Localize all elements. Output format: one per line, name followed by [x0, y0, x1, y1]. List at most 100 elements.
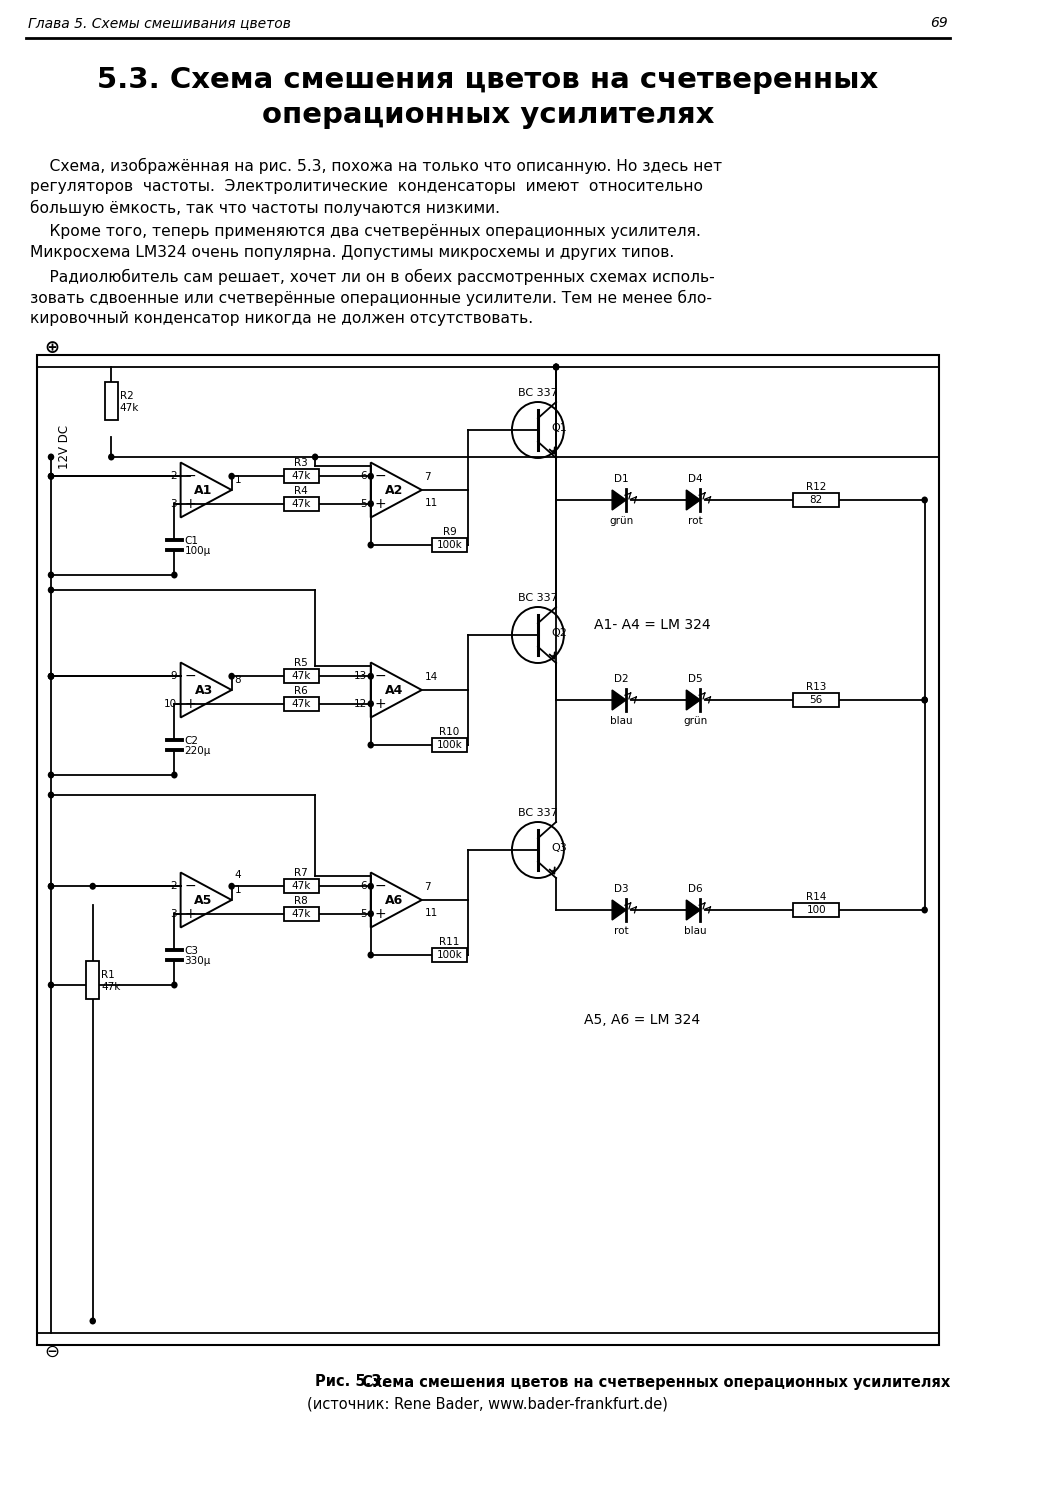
Text: 47k: 47k	[291, 699, 311, 709]
Text: 8: 8	[235, 675, 241, 686]
Text: −: −	[375, 669, 386, 684]
Circle shape	[367, 951, 375, 958]
Text: 4: 4	[235, 870, 241, 880]
Text: 100μ: 100μ	[184, 546, 210, 556]
Circle shape	[47, 672, 55, 680]
Text: 100k: 100k	[437, 740, 463, 750]
Text: 3: 3	[170, 909, 177, 918]
Text: 11: 11	[425, 908, 438, 918]
Text: 47k: 47k	[120, 404, 139, 412]
Text: 12: 12	[353, 699, 367, 709]
Text: Микросхема LM324 очень популярна. Допустимы микросхемы и других типов.: Микросхема LM324 очень популярна. Допуст…	[29, 244, 674, 260]
Text: C3: C3	[184, 946, 199, 956]
Circle shape	[367, 741, 375, 748]
Text: A5, A6 = LM 324: A5, A6 = LM 324	[584, 1013, 701, 1028]
Text: A5: A5	[195, 894, 213, 906]
Text: 5: 5	[361, 498, 367, 508]
Text: 1: 1	[235, 476, 241, 484]
Text: D2: D2	[614, 674, 629, 684]
Text: R9: R9	[443, 526, 457, 537]
Circle shape	[171, 771, 178, 778]
Text: R11: R11	[440, 938, 460, 946]
Text: 47k: 47k	[291, 882, 311, 891]
Text: R1: R1	[101, 970, 115, 980]
Text: 2: 2	[170, 471, 177, 482]
Circle shape	[47, 472, 55, 480]
Bar	[793, 903, 839, 916]
Text: 12V DC: 12V DC	[59, 424, 72, 470]
Circle shape	[47, 586, 55, 594]
Polygon shape	[686, 900, 701, 920]
Circle shape	[47, 472, 55, 480]
Circle shape	[922, 696, 928, 703]
Circle shape	[47, 672, 55, 680]
Text: Q1: Q1	[551, 423, 567, 433]
Text: Q2: Q2	[551, 628, 567, 638]
Circle shape	[47, 771, 55, 778]
Polygon shape	[612, 900, 626, 920]
Circle shape	[47, 882, 55, 890]
Circle shape	[228, 472, 235, 480]
Polygon shape	[612, 490, 626, 510]
Bar	[105, 382, 118, 420]
Text: BC 337: BC 337	[518, 808, 558, 818]
Circle shape	[553, 363, 560, 370]
Text: R13: R13	[806, 682, 826, 692]
Bar	[284, 696, 319, 711]
Text: 47k: 47k	[291, 471, 311, 482]
Text: A4: A4	[385, 684, 403, 696]
Text: зовать сдвоенные или счетверённые операционные усилители. Тем не менее бло-: зовать сдвоенные или счетверённые операц…	[29, 290, 712, 306]
Bar	[432, 948, 467, 962]
Text: Радиолюбитель сам решает, хочет ли он в обеих рассмотренных схемах исполь-: Радиолюбитель сам решает, хочет ли он в …	[29, 268, 714, 285]
Text: −: −	[184, 470, 196, 483]
Text: большую ёмкость, так что частоты получаются низкими.: большую ёмкость, так что частоты получаю…	[29, 200, 500, 216]
Text: ⊖: ⊖	[44, 1342, 60, 1360]
Text: 14: 14	[425, 672, 438, 682]
Text: blau: blau	[684, 926, 707, 936]
Circle shape	[228, 672, 235, 680]
Text: операционных усилителях: операционных усилителях	[262, 100, 714, 129]
Circle shape	[47, 882, 55, 890]
Circle shape	[367, 542, 375, 549]
Text: R7: R7	[295, 868, 308, 879]
Text: grün: grün	[684, 716, 708, 726]
Text: 82: 82	[810, 495, 823, 506]
Text: 7: 7	[425, 882, 431, 892]
Circle shape	[367, 501, 375, 507]
Text: 5.3. Схема смешения цветов на счетверенных: 5.3. Схема смешения цветов на счетверенн…	[97, 66, 878, 94]
Polygon shape	[686, 490, 701, 510]
Circle shape	[553, 363, 560, 370]
Text: R5: R5	[295, 658, 308, 669]
Bar	[37, 356, 938, 1346]
Circle shape	[108, 453, 115, 460]
Text: R10: R10	[440, 728, 460, 736]
Circle shape	[47, 572, 55, 579]
Text: 47k: 47k	[101, 982, 121, 992]
Text: grün: grün	[609, 516, 633, 526]
Text: 100: 100	[806, 904, 826, 915]
Circle shape	[89, 1317, 96, 1324]
Text: R12: R12	[806, 482, 826, 492]
Text: rot: rot	[688, 516, 703, 526]
Circle shape	[89, 882, 96, 890]
Text: D6: D6	[688, 884, 703, 894]
Bar	[432, 538, 467, 552]
Text: 7: 7	[425, 472, 431, 482]
Circle shape	[553, 363, 560, 370]
Polygon shape	[612, 690, 626, 709]
Circle shape	[367, 910, 375, 916]
Text: 100k: 100k	[437, 540, 463, 550]
Text: +: +	[375, 906, 386, 921]
Circle shape	[47, 792, 55, 798]
Text: Кроме того, теперь применяются два счетверённых операционных усилителя.: Кроме того, теперь применяются два счетв…	[29, 224, 701, 238]
Circle shape	[47, 981, 55, 988]
Text: 100k: 100k	[437, 950, 463, 960]
Circle shape	[311, 453, 319, 460]
Polygon shape	[686, 690, 701, 709]
Text: blau: blau	[610, 716, 632, 726]
Text: регуляторов  частоты.  Электролитические  конденсаторы  имеют  относительно: регуляторов частоты. Электролитические к…	[29, 178, 703, 194]
Text: 9: 9	[170, 672, 177, 681]
Text: 10: 10	[164, 699, 177, 709]
Circle shape	[367, 472, 375, 480]
Text: R2: R2	[120, 392, 134, 400]
